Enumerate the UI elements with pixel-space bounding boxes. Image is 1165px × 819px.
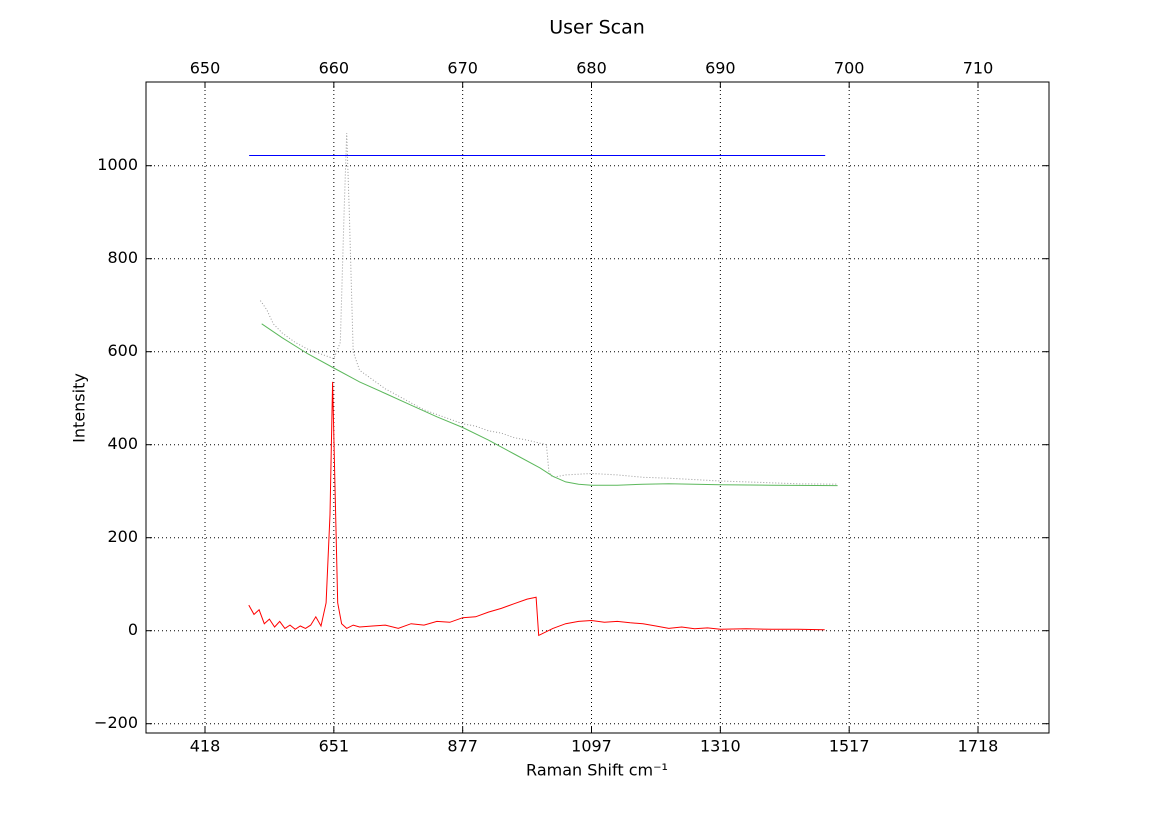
y-tick-label: 400 xyxy=(107,434,138,453)
y-tick-label: 800 xyxy=(107,248,138,267)
x2-tick-label: 710 xyxy=(963,59,994,78)
y-tick-label: 1000 xyxy=(97,155,138,174)
x-tick-label: 877 xyxy=(447,737,478,756)
y-axis-label: Intensity xyxy=(70,373,89,443)
data-line xyxy=(261,323,838,487)
y-tick-label: 200 xyxy=(107,527,138,546)
x-tick-label: 651 xyxy=(319,737,350,756)
chart-title: User Scan xyxy=(549,17,645,39)
x-tick-label: 1517 xyxy=(829,737,870,756)
x-tick-label: 418 xyxy=(190,737,221,756)
y-tick-label: 600 xyxy=(107,341,138,360)
x-tick-label: 1310 xyxy=(700,737,741,756)
y-tick-label: −200 xyxy=(94,713,138,732)
plot-frame xyxy=(145,81,1050,734)
x2-tick-label: 670 xyxy=(447,59,478,78)
data-line xyxy=(248,381,825,637)
x2-tick-label: 700 xyxy=(834,59,865,78)
y-tick-label: 0 xyxy=(128,620,138,639)
x-tick-label: 1097 xyxy=(571,737,612,756)
x2-tick-label: 650 xyxy=(190,59,221,78)
x-axis-label: Raman Shift cm⁻¹ xyxy=(526,761,668,780)
x2-tick-label: 660 xyxy=(319,59,350,78)
x2-tick-label: 680 xyxy=(576,59,607,78)
x-tick-label: 1718 xyxy=(958,737,999,756)
x2-tick-label: 690 xyxy=(705,59,736,78)
